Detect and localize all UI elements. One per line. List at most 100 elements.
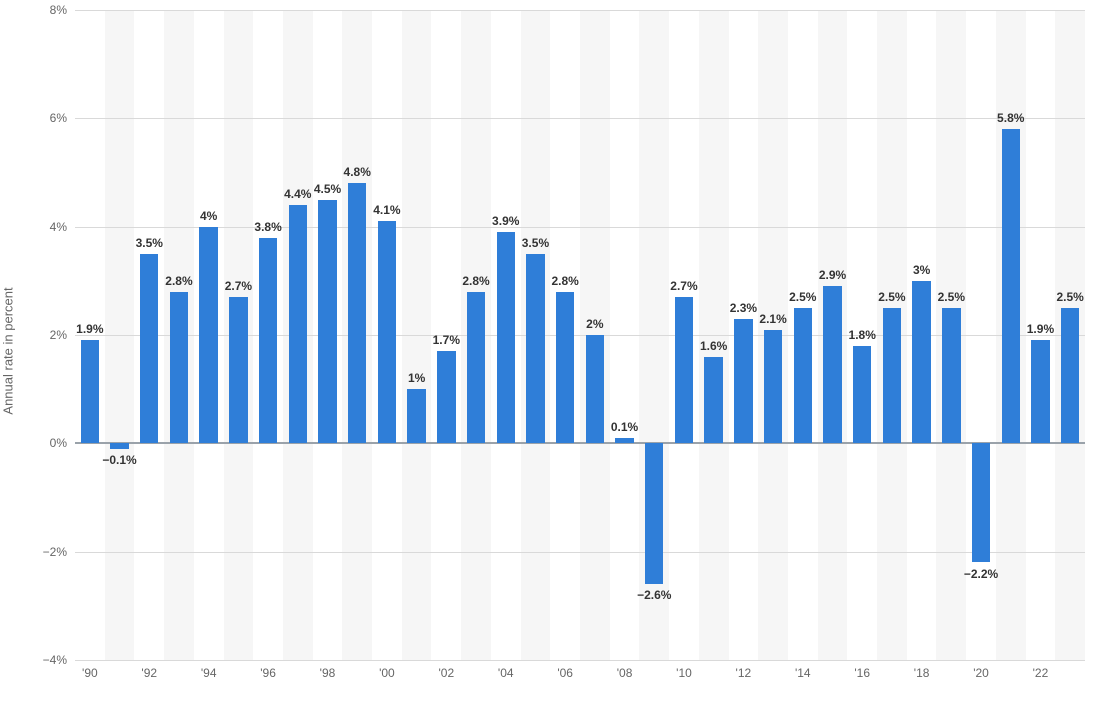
x-tick-label: '98 bbox=[320, 666, 336, 680]
x-tick-label: '96 bbox=[260, 666, 276, 680]
y-tick-label: −4% bbox=[43, 653, 67, 667]
bar-value-label: 4% bbox=[200, 209, 217, 223]
bar-value-label: 3.5% bbox=[136, 236, 163, 250]
bar[interactable] bbox=[1002, 129, 1020, 443]
bar-value-label: 2% bbox=[586, 317, 603, 331]
bar[interactable] bbox=[645, 443, 663, 584]
y-tick-label: 0% bbox=[50, 436, 67, 450]
x-tick-label: '22 bbox=[1033, 666, 1049, 680]
bar[interactable] bbox=[912, 281, 930, 444]
bar[interactable] bbox=[615, 438, 633, 443]
grid-line bbox=[75, 118, 1085, 119]
annual-rate-chart: Annual rate in percent −4% −2% 0% 2% 4% 6% 8% 1… bbox=[0, 0, 1097, 702]
bar-value-label: 1.9% bbox=[76, 322, 103, 336]
bar[interactable] bbox=[883, 308, 901, 443]
bar-value-label: 4.4% bbox=[284, 187, 311, 201]
zero-line bbox=[75, 442, 1085, 444]
bar[interactable] bbox=[675, 297, 693, 443]
grid-line bbox=[75, 552, 1085, 553]
bar-value-label: 5.8% bbox=[997, 111, 1024, 125]
bar-value-label: 2.5% bbox=[789, 290, 816, 304]
bar-value-label: 1.8% bbox=[849, 328, 876, 342]
bar[interactable] bbox=[110, 443, 128, 448]
bar-value-label: 1.6% bbox=[700, 339, 727, 353]
bar-value-label: 2.9% bbox=[819, 268, 846, 282]
bar[interactable] bbox=[318, 200, 336, 444]
bar[interactable] bbox=[972, 443, 990, 562]
bar-value-label: 2.7% bbox=[670, 279, 697, 293]
bar-value-label: 2.7% bbox=[225, 279, 252, 293]
x-tick-label: '10 bbox=[676, 666, 692, 680]
x-tick-label: '18 bbox=[914, 666, 930, 680]
x-tick-label: '14 bbox=[795, 666, 811, 680]
x-tick-label: '90 bbox=[82, 666, 98, 680]
bar-value-label: 2.3% bbox=[730, 301, 757, 315]
bar-value-label: 0.1% bbox=[611, 420, 638, 434]
bar-value-label: −2.6% bbox=[637, 588, 671, 602]
bar-value-label: 2.5% bbox=[878, 290, 905, 304]
bar[interactable] bbox=[437, 351, 455, 443]
x-tick-label: '20 bbox=[973, 666, 989, 680]
bar-value-label: 2.8% bbox=[165, 274, 192, 288]
bar[interactable] bbox=[81, 340, 99, 443]
bar-value-label: 3.5% bbox=[522, 236, 549, 250]
bar-value-label: −0.1% bbox=[102, 453, 136, 467]
bar-value-label: 2.8% bbox=[551, 274, 578, 288]
bar[interactable] bbox=[942, 308, 960, 443]
bar-value-label: 4.8% bbox=[344, 165, 371, 179]
y-axis-label: Annual rate in percent bbox=[1, 287, 16, 414]
bar[interactable] bbox=[140, 254, 158, 444]
bar[interactable] bbox=[467, 292, 485, 444]
bar[interactable] bbox=[556, 292, 574, 444]
grid-line bbox=[75, 335, 1085, 336]
bar[interactable] bbox=[764, 330, 782, 444]
bar-value-label: 2.5% bbox=[1056, 290, 1083, 304]
bar-value-label: 1.9% bbox=[1027, 322, 1054, 336]
chart-plot-area: −4%−2%0%2%4%6%8%1.9%'90−0.1%3.5%'922.8%4… bbox=[75, 10, 1085, 660]
bar[interactable] bbox=[199, 227, 217, 444]
bar[interactable] bbox=[259, 238, 277, 444]
bar[interactable] bbox=[734, 319, 752, 444]
y-tick-label: 2% bbox=[50, 328, 67, 342]
x-tick-label: '12 bbox=[736, 666, 752, 680]
bar-value-label: 3% bbox=[913, 263, 930, 277]
bar-value-label: 2.1% bbox=[759, 312, 786, 326]
bar[interactable] bbox=[289, 205, 307, 443]
x-tick-label: '16 bbox=[854, 666, 870, 680]
x-tick-label: '00 bbox=[379, 666, 395, 680]
bar-value-label: 1% bbox=[408, 371, 425, 385]
bar-value-label: 3.8% bbox=[254, 220, 281, 234]
grid-line bbox=[75, 10, 1085, 11]
grid-line bbox=[75, 660, 1085, 661]
bar[interactable] bbox=[170, 292, 188, 444]
x-tick-label: '02 bbox=[438, 666, 454, 680]
x-tick-label: '04 bbox=[498, 666, 514, 680]
bar[interactable] bbox=[823, 286, 841, 443]
x-tick-label: '92 bbox=[141, 666, 157, 680]
bar-value-label: 2.5% bbox=[938, 290, 965, 304]
bar[interactable] bbox=[526, 254, 544, 444]
bar-value-label: 2.8% bbox=[462, 274, 489, 288]
y-tick-label: 8% bbox=[50, 3, 67, 17]
bar-value-label: 4.5% bbox=[314, 182, 341, 196]
y-tick-label: −2% bbox=[43, 545, 67, 559]
bar[interactable] bbox=[794, 308, 812, 443]
bar[interactable] bbox=[348, 183, 366, 443]
bar[interactable] bbox=[407, 389, 425, 443]
bar[interactable] bbox=[853, 346, 871, 444]
bar-value-label: 4.1% bbox=[373, 203, 400, 217]
bar[interactable] bbox=[378, 221, 396, 443]
y-tick-label: 4% bbox=[50, 220, 67, 234]
grid-line bbox=[75, 227, 1085, 228]
bar[interactable] bbox=[586, 335, 604, 443]
bar-value-label: −2.2% bbox=[964, 567, 998, 581]
y-tick-label: 6% bbox=[50, 111, 67, 125]
bar[interactable] bbox=[229, 297, 247, 443]
bar[interactable] bbox=[497, 232, 515, 443]
bar-value-label: 3.9% bbox=[492, 214, 519, 228]
x-tick-label: '06 bbox=[557, 666, 573, 680]
bar[interactable] bbox=[704, 357, 722, 444]
bar[interactable] bbox=[1031, 340, 1049, 443]
x-tick-label: '94 bbox=[201, 666, 217, 680]
bar[interactable] bbox=[1061, 308, 1079, 443]
